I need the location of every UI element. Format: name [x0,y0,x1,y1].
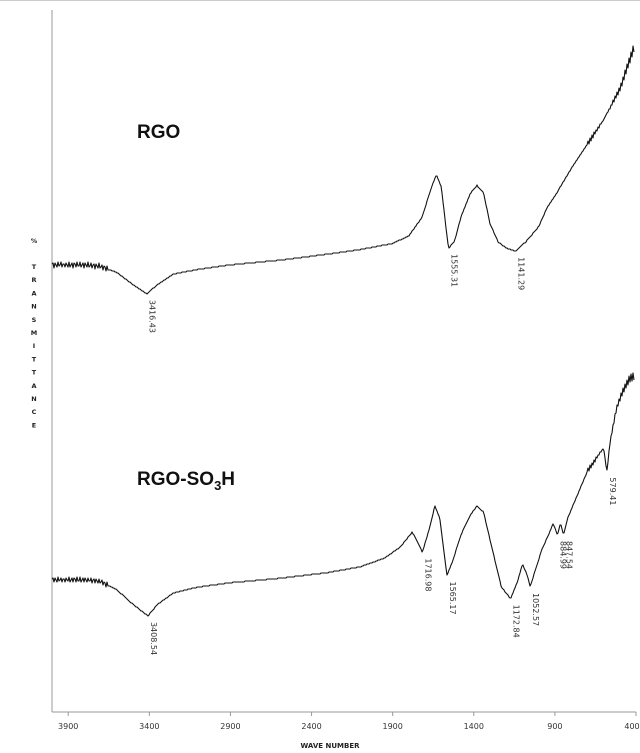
series-label-rgo-so3h-sub: 3 [214,478,221,493]
peak-label: 1555.31 [450,254,459,287]
peak-label: 1716.98 [423,558,432,591]
x-tick-label: 1400 [464,722,484,731]
y-axis-label-char: I [33,342,35,350]
peak-label: 1565.17 [448,581,457,614]
series-line-rgo-so3h [51,372,635,617]
y-axis-label-char: T [32,355,37,363]
x-tick-label: 2400 [301,722,321,731]
y-axis-label-char: C [32,408,37,416]
x-axis-label: WAVE NUMBER [300,742,360,750]
x-axis-ticks: 3900 3400 2900 2400 1900 1400 900 400 [58,712,640,731]
y-axis-label-char: T [32,263,37,271]
x-tick-label: 2900 [220,722,240,731]
peak-label: 847.54 [564,541,573,569]
peak-label: 1052.57 [531,593,540,626]
y-axis-label-char: S [32,316,37,324]
y-axis-label-char: A [31,382,36,390]
peak-label: 884.99 [558,541,567,569]
x-tick-label: 1900 [382,722,402,731]
peak-label: 1172.84 [512,605,521,638]
y-axis-label-char: % [31,237,38,245]
x-tick-label: 900 [547,722,562,731]
peak-label: 1141.29 [517,257,526,290]
y-axis-label-char: N [31,303,36,311]
y-axis-label-char: A [31,289,36,297]
y-axis-label-char: T [32,369,37,377]
y-axis-label-char: N [31,395,36,403]
peak-labels: 3416.43 1555.31 1141.29 3408.54 1716.98 1565.… [148,254,617,655]
x-tick-label: 3400 [139,722,159,731]
series-label-rgo-so3h-main: RGO-SO [137,469,214,490]
x-tick-label: 3900 [58,722,78,731]
series-label-rgo-so3h: RGO-SO3H [137,469,235,493]
peak-label: 3416.43 [148,300,157,333]
series-label-rgo-so3h-end: H [221,469,235,490]
series-label-rgo: RGO [137,122,180,143]
peak-label: 3408.54 [149,622,158,655]
series-line-rgo [51,45,635,295]
peak-label: 579.41 [608,477,617,505]
y-axis-label-char: M [31,329,37,337]
y-axis-label-char: R [31,276,36,284]
y-axis-label-char: E [32,421,36,429]
x-tick-label: 400 [624,722,639,731]
